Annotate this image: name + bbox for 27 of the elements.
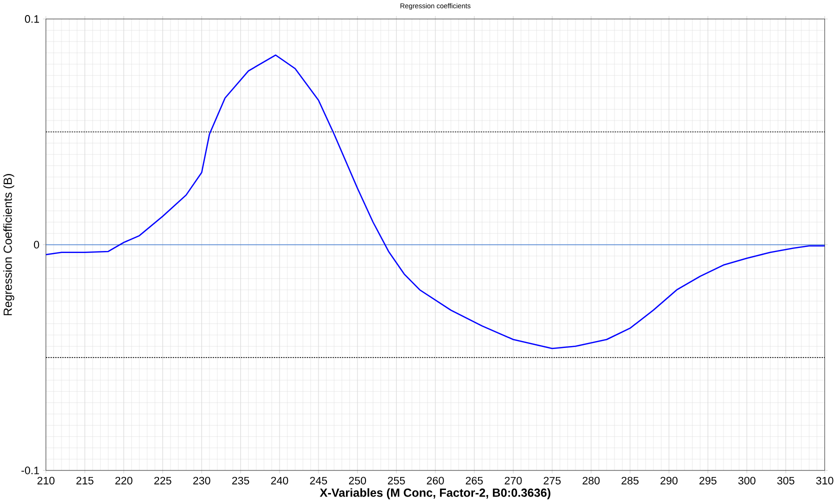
- x-tick-label: 275: [544, 476, 561, 484]
- line-series: [46, 54, 825, 349]
- x-tick-label: 305: [777, 476, 794, 484]
- x-tick-label: 260: [426, 476, 444, 484]
- x-tick-label: 280: [582, 476, 600, 484]
- x-tick-label: 215: [76, 476, 94, 484]
- y-tick-label: -0.1: [21, 466, 39, 474]
- x-tick-label: 295: [699, 476, 716, 484]
- y-axis-title: Regression Coefficients (B): [3, 174, 14, 315]
- x-tick-label: 220: [115, 476, 132, 484]
- x-tick-label: 245: [310, 476, 328, 484]
- x-tick-label: 285: [622, 476, 639, 484]
- x-tick-label: 250: [349, 476, 366, 484]
- x-axis-title: X-Variables (M Conc, Factor-2, B0:0.3636): [320, 488, 550, 499]
- x-tick-label: 225: [154, 476, 172, 484]
- x-tick-label: 265: [466, 476, 483, 484]
- x-tick-label: 310: [816, 476, 834, 484]
- x-tick-label: 270: [504, 476, 522, 484]
- x-tick-label: 210: [37, 476, 54, 484]
- x-tick-label: 255: [388, 476, 405, 484]
- x-tick-label: 230: [193, 476, 210, 484]
- y-tick-label: 0: [34, 240, 40, 248]
- x-tick-label: 240: [271, 476, 288, 484]
- y-tick-label: 0.1: [24, 14, 39, 23]
- x-tick-label: 300: [738, 476, 756, 484]
- x-tick-label: 235: [232, 476, 250, 484]
- x-tick-label: 290: [660, 476, 678, 484]
